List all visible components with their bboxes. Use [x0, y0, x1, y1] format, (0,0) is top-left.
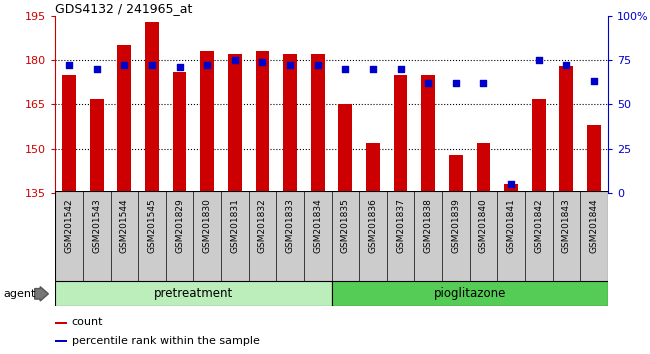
Text: GSM201829: GSM201829: [175, 198, 184, 253]
Point: [174, 64, 185, 70]
Point: [340, 66, 350, 72]
Bar: [332, 281, 608, 306]
Point: [202, 63, 213, 68]
Point: [119, 63, 129, 68]
Text: GSM201838: GSM201838: [424, 198, 433, 253]
Text: GSM201831: GSM201831: [230, 198, 239, 253]
Text: GSM201544: GSM201544: [120, 198, 129, 253]
Bar: [311, 54, 324, 193]
Bar: [200, 51, 214, 193]
Bar: [283, 54, 297, 193]
Point: [229, 57, 240, 63]
Bar: [421, 75, 435, 193]
Bar: [62, 75, 76, 193]
Text: agent: agent: [3, 289, 36, 299]
Text: GSM201834: GSM201834: [313, 198, 322, 253]
Text: GDS4132 / 241965_at: GDS4132 / 241965_at: [55, 2, 192, 15]
Point: [257, 59, 268, 65]
Bar: [55, 340, 68, 343]
Bar: [449, 155, 463, 193]
Text: pioglitazone: pioglitazone: [434, 287, 506, 300]
Text: GSM201843: GSM201843: [562, 198, 571, 253]
Bar: [532, 98, 545, 193]
Bar: [394, 75, 408, 193]
Bar: [145, 22, 159, 193]
Text: count: count: [72, 317, 103, 327]
Point: [92, 66, 102, 72]
Point: [534, 57, 544, 63]
Bar: [587, 125, 601, 193]
Text: GSM201842: GSM201842: [534, 198, 543, 253]
Text: pretreatment: pretreatment: [154, 287, 233, 300]
Point: [64, 63, 74, 68]
Text: GSM201840: GSM201840: [479, 198, 488, 253]
Bar: [560, 66, 573, 193]
Point: [561, 63, 571, 68]
Point: [147, 63, 157, 68]
Point: [313, 63, 323, 68]
Bar: [228, 54, 242, 193]
Point: [450, 80, 461, 86]
Point: [423, 80, 434, 86]
Text: GSM201836: GSM201836: [369, 198, 378, 253]
Text: GSM201835: GSM201835: [341, 198, 350, 253]
Text: GSM201832: GSM201832: [258, 198, 267, 253]
Text: GSM201543: GSM201543: [92, 198, 101, 253]
Bar: [90, 98, 103, 193]
Text: GSM201833: GSM201833: [285, 198, 294, 253]
Bar: [173, 72, 187, 193]
Point: [478, 80, 489, 86]
Bar: [476, 143, 490, 193]
Text: GSM201545: GSM201545: [148, 198, 157, 253]
Text: GSM201837: GSM201837: [396, 198, 405, 253]
Bar: [339, 104, 352, 193]
Text: GSM201844: GSM201844: [590, 198, 599, 253]
Text: percentile rank within the sample: percentile rank within the sample: [72, 336, 260, 346]
Bar: [504, 184, 518, 193]
Point: [506, 181, 516, 187]
Bar: [55, 281, 332, 306]
Point: [395, 66, 406, 72]
Bar: [55, 322, 68, 324]
Point: [368, 66, 378, 72]
Bar: [118, 45, 131, 193]
Text: GSM201542: GSM201542: [64, 198, 73, 253]
Text: GSM201830: GSM201830: [203, 198, 212, 253]
Point: [285, 63, 295, 68]
Bar: [255, 51, 269, 193]
Point: [589, 79, 599, 84]
Text: GSM201839: GSM201839: [451, 198, 460, 253]
Text: GSM201841: GSM201841: [506, 198, 515, 253]
Bar: [366, 143, 380, 193]
FancyArrow shape: [34, 287, 48, 301]
